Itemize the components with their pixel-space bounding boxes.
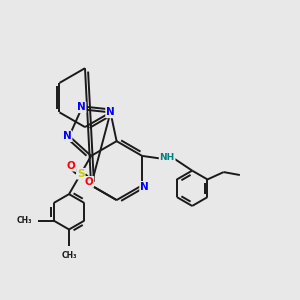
Text: N: N <box>63 131 71 141</box>
Text: N: N <box>106 107 115 117</box>
Text: N: N <box>140 182 149 192</box>
Text: CH₃: CH₃ <box>61 251 77 260</box>
Text: N: N <box>77 102 85 112</box>
Text: O: O <box>85 177 93 187</box>
Text: CH₃: CH₃ <box>17 216 32 225</box>
Text: O: O <box>67 160 76 171</box>
Text: S: S <box>77 169 85 179</box>
Text: NH: NH <box>160 153 175 162</box>
